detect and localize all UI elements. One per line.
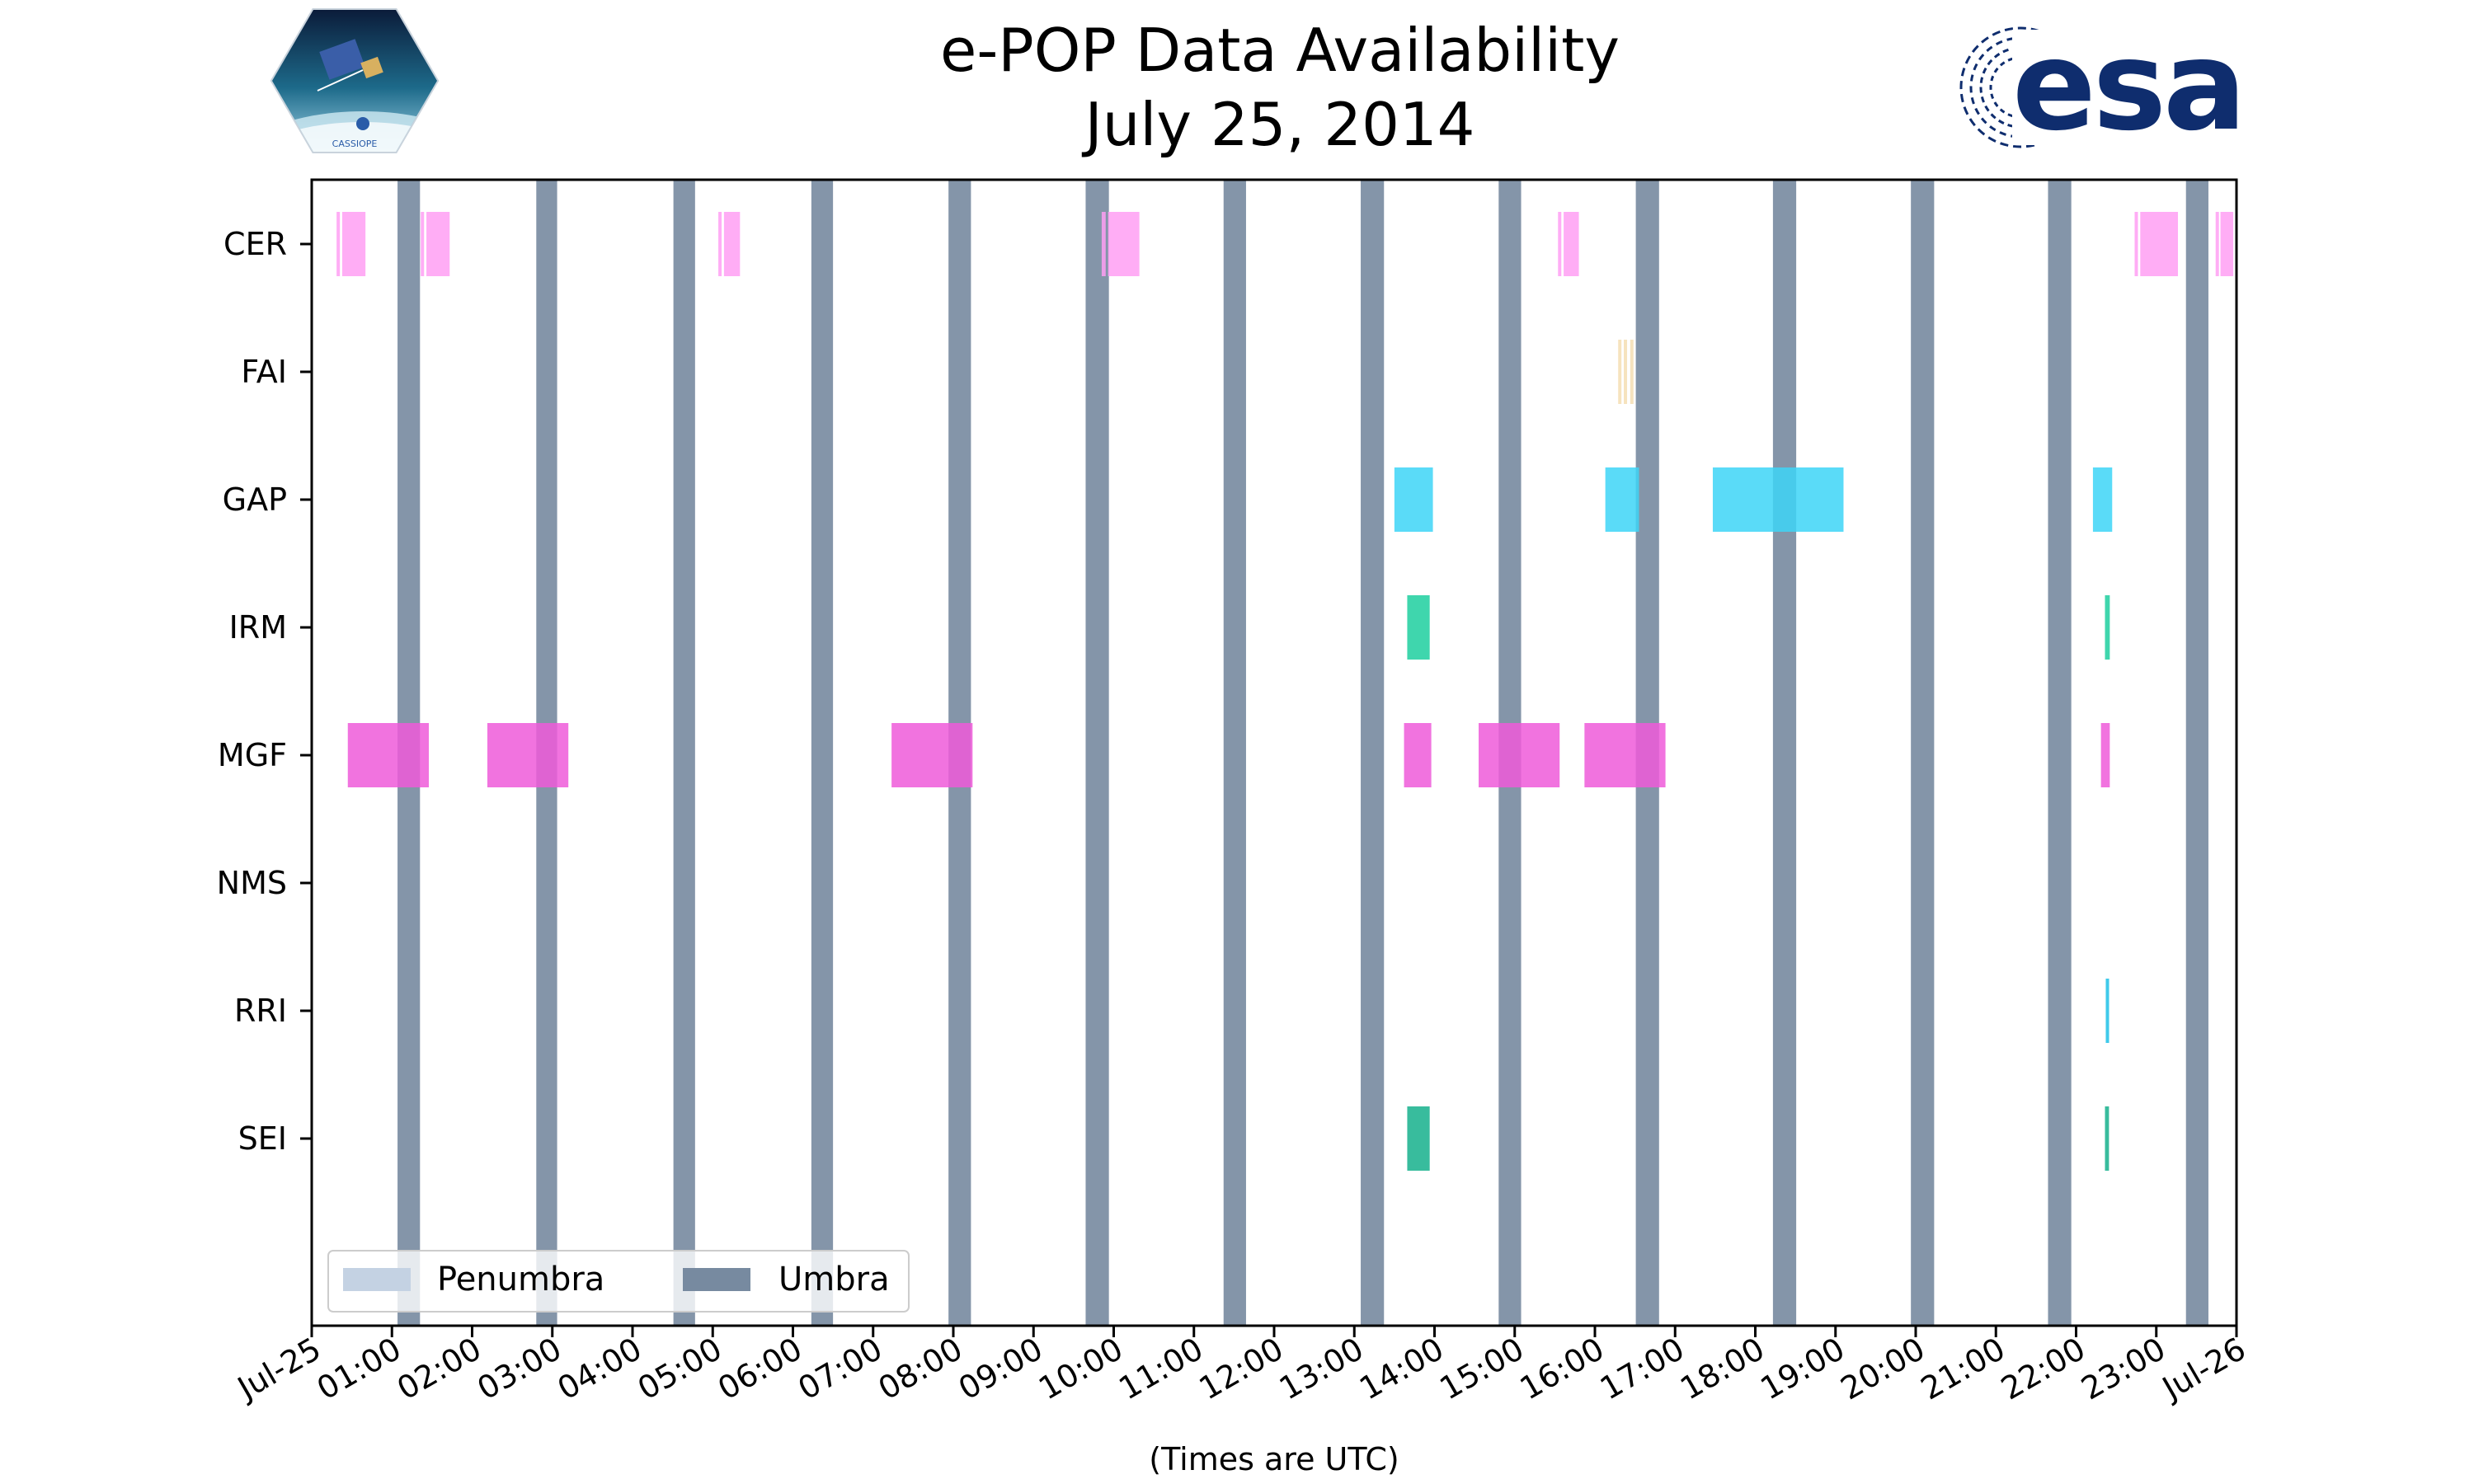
legend-box	[327, 1250, 910, 1313]
umbra-band-10	[1772, 180, 1797, 1326]
x-tick-label-3: 03:00	[471, 1331, 567, 1407]
bar-gap-1	[1605, 467, 1639, 532]
legend-swatch-umbra	[683, 1268, 750, 1291]
bar-cer-13	[2220, 212, 2234, 276]
bar-mgf-1	[487, 723, 569, 787]
umbra-band-5	[1085, 180, 1109, 1326]
bar-cer-10	[2134, 212, 2138, 276]
bar-mgf-4	[1478, 723, 1560, 787]
plot-frame	[310, 178, 2238, 1327]
x-tick-label-7: 07:00	[792, 1331, 888, 1407]
x-tick-label-23: 23:00	[2075, 1331, 2171, 1407]
x-tick-label-11: 11:00	[1112, 1331, 1209, 1407]
bar-gap-2	[1712, 467, 1844, 532]
y-tick-label-sei: SEI	[238, 1120, 287, 1157]
x-tick-label-2: 02:00	[391, 1331, 487, 1407]
x-axis: Jul-2501:0002:0003:0004:0005:0006:0007:0…	[230, 1326, 2252, 1407]
x-tick-label-16: 16:00	[1514, 1331, 1611, 1407]
bar-cer-3	[426, 212, 450, 276]
legend-label-umbra: Umbra	[778, 1261, 890, 1298]
x-tick-label-5: 05:00	[632, 1331, 728, 1407]
x-tick-label-9: 09:00	[952, 1331, 1049, 1407]
x-axis-label: (Times are UTC)	[1149, 1441, 1399, 1477]
bar-cer-5	[723, 212, 741, 276]
bar-sei-1	[2105, 1106, 2109, 1171]
bar-sei-0	[1407, 1106, 1430, 1171]
x-tick-label-18: 18:00	[1674, 1331, 1771, 1407]
bar-cer-9	[1564, 212, 1579, 276]
x-tick-label-4: 04:00	[552, 1331, 648, 1407]
esa-logo-text: esa	[2012, 15, 2243, 158]
x-tick-label-14: 14:00	[1353, 1331, 1450, 1407]
y-tick-label-cer: CER	[223, 226, 287, 262]
x-tick-label-20: 20:00	[1835, 1331, 1931, 1407]
y-tick-label-fai: FAI	[241, 354, 287, 390]
bar-gap-3	[2092, 467, 2113, 532]
y-tick-label-irm: IRM	[229, 609, 287, 646]
y-axis: CER FAI GAP IRM MGF NMS RRI SEI	[217, 226, 312, 1157]
bar-irm-0	[1407, 595, 1430, 660]
umbra-band-3	[811, 180, 834, 1326]
bar-cer-2	[421, 212, 425, 276]
umbra-band-7	[1361, 180, 1385, 1326]
bar-mgf-2	[891, 723, 973, 787]
bar-cer-11	[2140, 212, 2179, 276]
x-tick-label-21: 21:00	[1915, 1331, 2011, 1407]
legend-swatch-penumbra	[343, 1268, 411, 1291]
esa-logo: esa	[1959, 15, 2246, 158]
x-tick-label-24: Jul-26	[2155, 1331, 2251, 1407]
bar-cer-7	[1108, 212, 1140, 276]
bar-fai-0	[1618, 340, 1622, 404]
availability-bars	[336, 212, 2234, 1171]
x-tick-label-10: 10:00	[1032, 1331, 1129, 1407]
bar-irm-1	[2105, 595, 2110, 660]
cassiope-logo-text: CASSIOPE	[332, 139, 378, 149]
x-tick-label-19: 19:00	[1754, 1331, 1851, 1407]
umbra-band-2	[673, 180, 695, 1326]
umbra-band-12	[2048, 180, 2072, 1326]
x-tick-label-8: 08:00	[872, 1331, 969, 1407]
x-tick-label-17: 17:00	[1594, 1331, 1691, 1407]
x-tick-label-6: 06:00	[712, 1331, 808, 1407]
chart-subtitle: July 25, 2014	[1082, 90, 1475, 159]
bar-fai-1	[1624, 340, 1628, 404]
x-tick-label-12: 12:00	[1193, 1331, 1290, 1407]
bar-mgf-3	[1404, 723, 1432, 787]
bar-cer-6	[1101, 212, 1106, 276]
bar-mgf-5	[1584, 723, 1666, 787]
bar-mgf-0	[347, 723, 429, 787]
y-tick-label-gap: GAP	[223, 481, 287, 518]
y-tick-label-mgf: MGF	[218, 737, 287, 773]
bar-rri-0	[2105, 979, 2109, 1043]
umbra-layer	[397, 180, 2208, 1326]
umbra-band-11	[1911, 180, 1935, 1326]
bar-gap-0	[1394, 467, 1433, 532]
y-tick-label-nms: NMS	[217, 865, 287, 901]
bar-cer-1	[341, 212, 366, 276]
y-tick-label-rri: RRI	[234, 993, 287, 1029]
x-tick-label-22: 22:00	[1995, 1331, 2091, 1407]
bar-fai-2	[1630, 340, 1634, 404]
legend: Penumbra Umbra	[327, 1250, 910, 1313]
chart-title: e-POP Data Availability	[940, 16, 1620, 85]
x-tick-label-1: 01:00	[311, 1331, 407, 1407]
bar-cer-4	[718, 212, 722, 276]
x-tick-label-0: Jul-25	[230, 1331, 327, 1407]
bar-cer-12	[2215, 212, 2219, 276]
x-tick-label-15: 15:00	[1433, 1331, 1530, 1407]
x-tick-label-13: 13:00	[1273, 1331, 1370, 1407]
bar-cer-8	[1558, 212, 1562, 276]
legend-label-penumbra: Penumbra	[437, 1261, 604, 1298]
umbra-band-6	[1223, 180, 1246, 1326]
umbra-band-13	[2185, 180, 2208, 1326]
bar-cer-0	[336, 212, 341, 276]
bar-mgf-6	[2100, 723, 2110, 787]
